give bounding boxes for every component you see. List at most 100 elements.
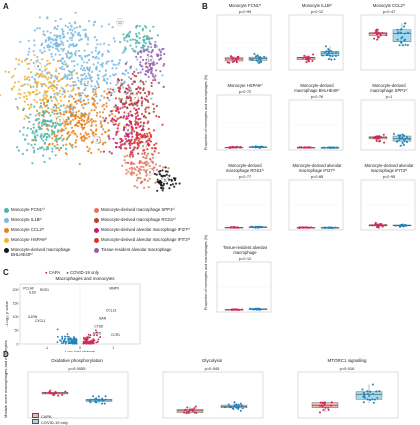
umap-point bbox=[28, 107, 31, 110]
umap-point bbox=[80, 78, 83, 81]
panel-title: Monocyte CCL2ʰⁱ bbox=[372, 3, 406, 8]
umap-point bbox=[92, 88, 95, 91]
umap-point bbox=[113, 74, 116, 77]
umap-point bbox=[77, 33, 80, 37]
umap-point bbox=[115, 67, 118, 70]
legend-item-7: Monocyte-derived macrophage RGS1ʰⁱ bbox=[94, 217, 176, 223]
umap-point bbox=[159, 57, 162, 61]
umap-point bbox=[124, 62, 127, 65]
data-point bbox=[260, 60, 263, 63]
umap-point bbox=[133, 162, 136, 165]
umap-point bbox=[124, 135, 127, 138]
umap-point bbox=[135, 26, 138, 29]
umap-point bbox=[144, 70, 148, 73]
umap-point bbox=[139, 121, 142, 124]
data-point bbox=[193, 407, 196, 410]
umap-point bbox=[31, 130, 34, 133]
umap-point bbox=[106, 49, 109, 52]
umap-point bbox=[101, 53, 104, 56]
umap-point bbox=[154, 40, 157, 44]
data-point bbox=[251, 308, 254, 311]
data-point bbox=[332, 226, 335, 229]
umap-point bbox=[44, 65, 47, 68]
umap-point bbox=[57, 123, 60, 126]
data-point bbox=[361, 388, 364, 391]
umap-point bbox=[48, 62, 51, 65]
umap-point bbox=[135, 45, 138, 48]
umap-point bbox=[70, 55, 73, 58]
umap-point bbox=[59, 59, 62, 62]
umap-point bbox=[134, 50, 137, 53]
umap-point bbox=[77, 86, 80, 89]
umap-point bbox=[35, 101, 38, 104]
data-point bbox=[232, 226, 235, 229]
data-point bbox=[54, 391, 57, 394]
umap-point bbox=[35, 139, 38, 142]
umap-point bbox=[55, 109, 58, 112]
umap-point bbox=[57, 59, 60, 62]
umap-point bbox=[101, 105, 104, 108]
data-point bbox=[329, 54, 332, 57]
umap-point bbox=[84, 131, 87, 134]
umap-point bbox=[89, 128, 93, 132]
umap-point bbox=[69, 43, 72, 46]
data-point bbox=[319, 404, 322, 407]
proportion-panel-1: Monocyte FCN1ʰⁱ p=0·99 bbox=[205, 2, 273, 74]
data-point bbox=[374, 135, 377, 138]
umap-point bbox=[153, 63, 156, 66]
umap-point bbox=[125, 123, 128, 127]
volcano-point bbox=[86, 342, 88, 345]
umap-point bbox=[65, 52, 68, 56]
umap-point bbox=[148, 42, 151, 45]
umap-point bbox=[53, 103, 56, 106]
umap-point bbox=[87, 101, 90, 104]
umap-point bbox=[43, 69, 47, 72]
boxplot bbox=[224, 55, 244, 64]
umap-point bbox=[35, 86, 39, 89]
umap-point bbox=[69, 94, 72, 97]
umap-point bbox=[168, 174, 171, 177]
umap-point bbox=[74, 141, 77, 144]
umap-point bbox=[119, 84, 122, 87]
umap-point bbox=[95, 67, 98, 70]
data-point bbox=[371, 383, 374, 386]
umap-point bbox=[126, 40, 129, 43]
umap-point bbox=[58, 89, 62, 92]
umap-point bbox=[147, 93, 150, 96]
umap-point bbox=[34, 93, 37, 96]
umap-point bbox=[79, 94, 83, 97]
umap-point bbox=[32, 85, 35, 88]
data-point bbox=[327, 408, 330, 411]
umap-point bbox=[63, 75, 66, 78]
data-point bbox=[372, 136, 375, 139]
umap-point bbox=[61, 28, 64, 31]
umap-point bbox=[124, 102, 127, 105]
umap-point bbox=[67, 122, 70, 125]
umap-point bbox=[138, 170, 141, 173]
umap-point bbox=[50, 74, 54, 77]
umap-point bbox=[153, 107, 156, 110]
umap-point bbox=[80, 135, 83, 138]
data-point bbox=[375, 135, 378, 138]
umap-point bbox=[74, 139, 78, 142]
umap-point bbox=[40, 127, 43, 131]
umap-point bbox=[47, 111, 51, 114]
data-point bbox=[235, 308, 238, 311]
data-point bbox=[258, 225, 261, 228]
plot-frame bbox=[297, 371, 399, 419]
volcano-point bbox=[62, 342, 65, 344]
umap-point bbox=[132, 50, 135, 53]
umap-point bbox=[56, 129, 60, 132]
umap-point bbox=[87, 19, 91, 23]
umap-point bbox=[63, 113, 66, 116]
umap-point bbox=[43, 123, 46, 126]
umap-point bbox=[64, 127, 67, 130]
umap-point bbox=[72, 111, 75, 114]
umap-point bbox=[28, 79, 31, 82]
umap-point bbox=[68, 28, 71, 31]
data-point bbox=[330, 58, 333, 61]
umap-point bbox=[145, 164, 148, 167]
umap-point bbox=[63, 68, 66, 71]
umap-point bbox=[20, 60, 24, 63]
umap-point bbox=[54, 154, 57, 157]
